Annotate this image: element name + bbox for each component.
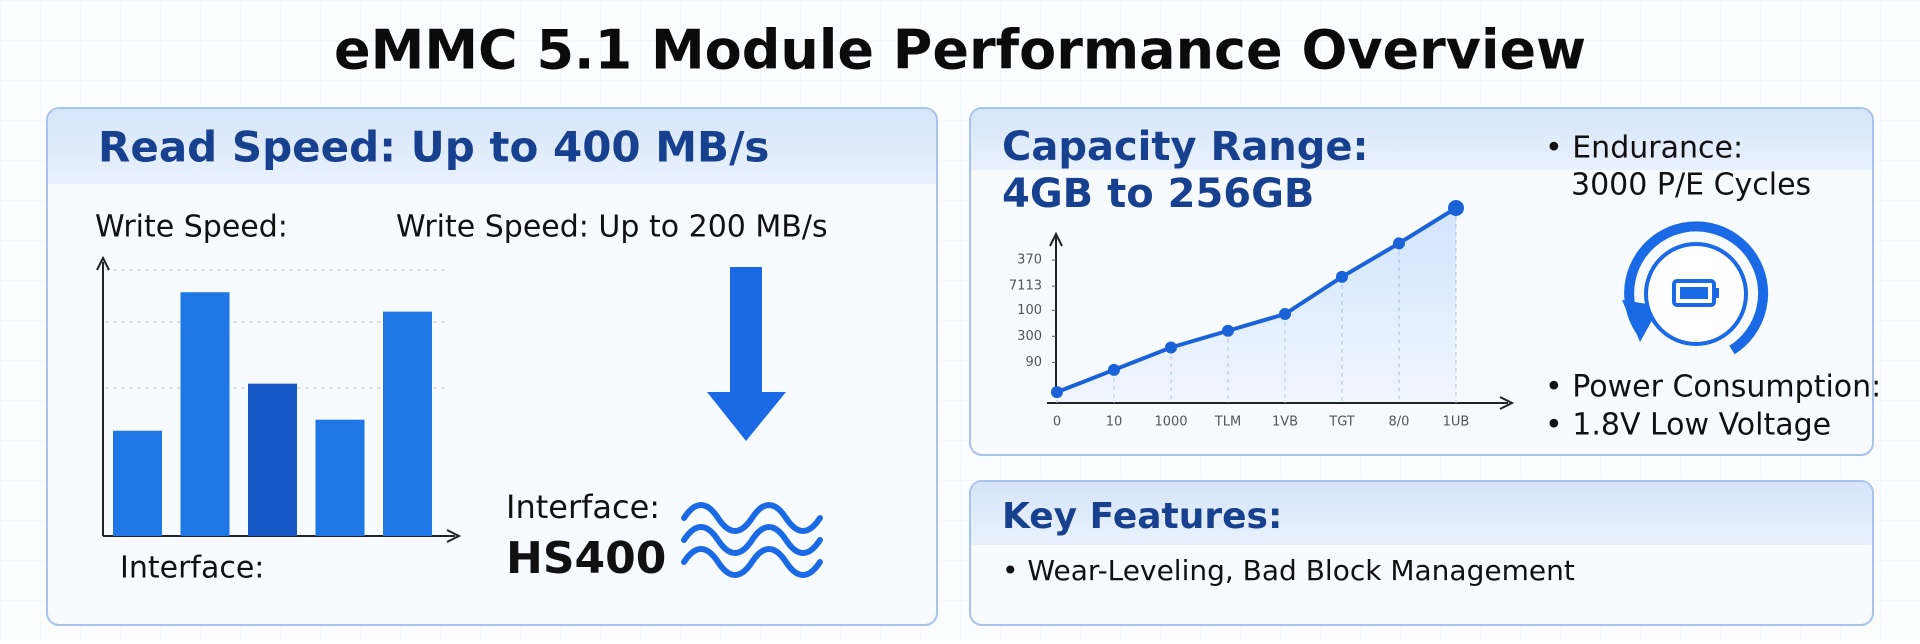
bar <box>315 419 365 536</box>
point <box>1448 200 1464 216</box>
bar <box>248 383 297 536</box>
left-panel: Read Speed: Up to 400 MB/s Write Speed: … <box>46 107 938 626</box>
down-arrow <box>707 267 786 441</box>
x-tick-label: 0 <box>1053 415 1061 430</box>
x-tick-label: TLM <box>1214 415 1241 430</box>
bar-chart <box>113 292 432 536</box>
x-tick-label: 10 <box>1106 415 1123 430</box>
line <box>1056 206 1458 395</box>
heading: Key Features: <box>1002 496 1282 537</box>
label: • 1.8V Low Voltage <box>1545 408 1831 443</box>
label: Write Speed: Up to 200 MB/s <box>396 210 828 245</box>
line-chart: 370 7113 100 300 90 0 10 1000 TLM 1VB TGT 8/0 1UB <box>1009 200 1469 430</box>
y-tick-label: 90 <box>1025 355 1042 370</box>
y-tick-label: 370 <box>1017 253 1042 268</box>
y-tick-label: 100 <box>1017 303 1042 318</box>
axes <box>1047 231 1515 410</box>
point <box>1336 270 1348 283</box>
axes <box>96 255 462 543</box>
x-tick-label: 1UB <box>1443 415 1470 430</box>
wave-icon <box>681 502 823 578</box>
right-panel: Capacity Range: 4GB to 256GB • Endurance… <box>969 107 1881 456</box>
label: Write Speed: <box>95 210 288 245</box>
heading: 4GB to 256GB <box>1002 171 1314 217</box>
panel-header <box>971 109 1872 170</box>
bar <box>113 430 162 536</box>
x-tick-label: 1VB <box>1272 415 1298 430</box>
x-tick-label: TGT <box>1328 415 1355 430</box>
label: • Endurance: <box>1545 131 1743 166</box>
point <box>1051 386 1063 399</box>
point <box>1279 308 1291 321</box>
point <box>1165 341 1177 354</box>
label: • Power Consumption: <box>1545 370 1881 405</box>
label: 3000 P/E Cycles <box>1571 168 1811 203</box>
y-tick-label: 7113 <box>1009 279 1042 294</box>
label: Interface: <box>120 551 264 586</box>
feature-item: • Wear-Leveling, Bad Block Management <box>1002 554 1575 587</box>
point <box>1393 237 1405 250</box>
bar <box>383 311 432 536</box>
point <box>1108 363 1120 376</box>
bar <box>180 292 230 536</box>
point <box>1222 324 1234 337</box>
title: eMMC 5.1 Module Performance Overview <box>334 19 1586 82</box>
x-tick-label: 8/0 <box>1389 415 1410 430</box>
y-tick-label: 300 <box>1017 329 1042 344</box>
cycle-icon <box>1622 221 1769 355</box>
features-panel: Key Features: • Wear-Leveling, Bad Block… <box>969 480 1874 626</box>
label: Interface: <box>506 488 660 526</box>
heading: Capacity Range: <box>1002 124 1369 170</box>
interface-value: HS400 <box>506 533 666 584</box>
heading: Read Speed: Up to 400 MB/s <box>98 123 769 172</box>
panel-header <box>48 109 936 184</box>
panel-header <box>971 482 1872 545</box>
x-tick-label: 1000 <box>1154 415 1187 430</box>
